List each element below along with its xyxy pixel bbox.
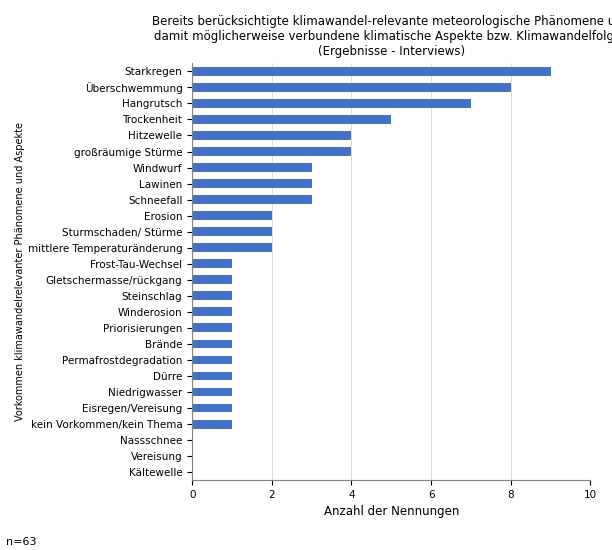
Bar — [192, 83, 511, 92]
Y-axis label: Vorkommen klimawandelrelevanter Phänomene und Aspekte: Vorkommen klimawandelrelevanter Phänomen… — [15, 122, 25, 421]
Bar — [192, 355, 232, 365]
Bar — [192, 179, 312, 188]
Bar — [192, 211, 272, 220]
Bar — [192, 195, 312, 204]
Bar — [192, 163, 312, 172]
Bar — [192, 404, 232, 412]
Bar — [192, 227, 272, 236]
Bar — [192, 292, 232, 300]
Bar — [192, 388, 232, 397]
Bar — [192, 307, 232, 316]
Bar — [192, 339, 232, 348]
Bar — [192, 276, 232, 284]
Bar — [192, 115, 391, 124]
Bar — [192, 420, 232, 428]
Bar — [192, 131, 351, 140]
Bar — [192, 99, 471, 108]
Bar — [192, 323, 232, 332]
Bar — [192, 147, 351, 156]
Bar — [192, 372, 232, 381]
Bar — [192, 67, 551, 76]
Bar — [192, 243, 272, 252]
X-axis label: Anzahl der Nennungen: Anzahl der Nennungen — [324, 505, 459, 519]
Title: Bereits berücksichtigte klimawandel-relevante meteorologische Phänomene und
dami: Bereits berücksichtigte klimawandel-rele… — [152, 15, 612, 58]
Bar — [192, 260, 232, 268]
Text: n=63: n=63 — [6, 537, 37, 547]
